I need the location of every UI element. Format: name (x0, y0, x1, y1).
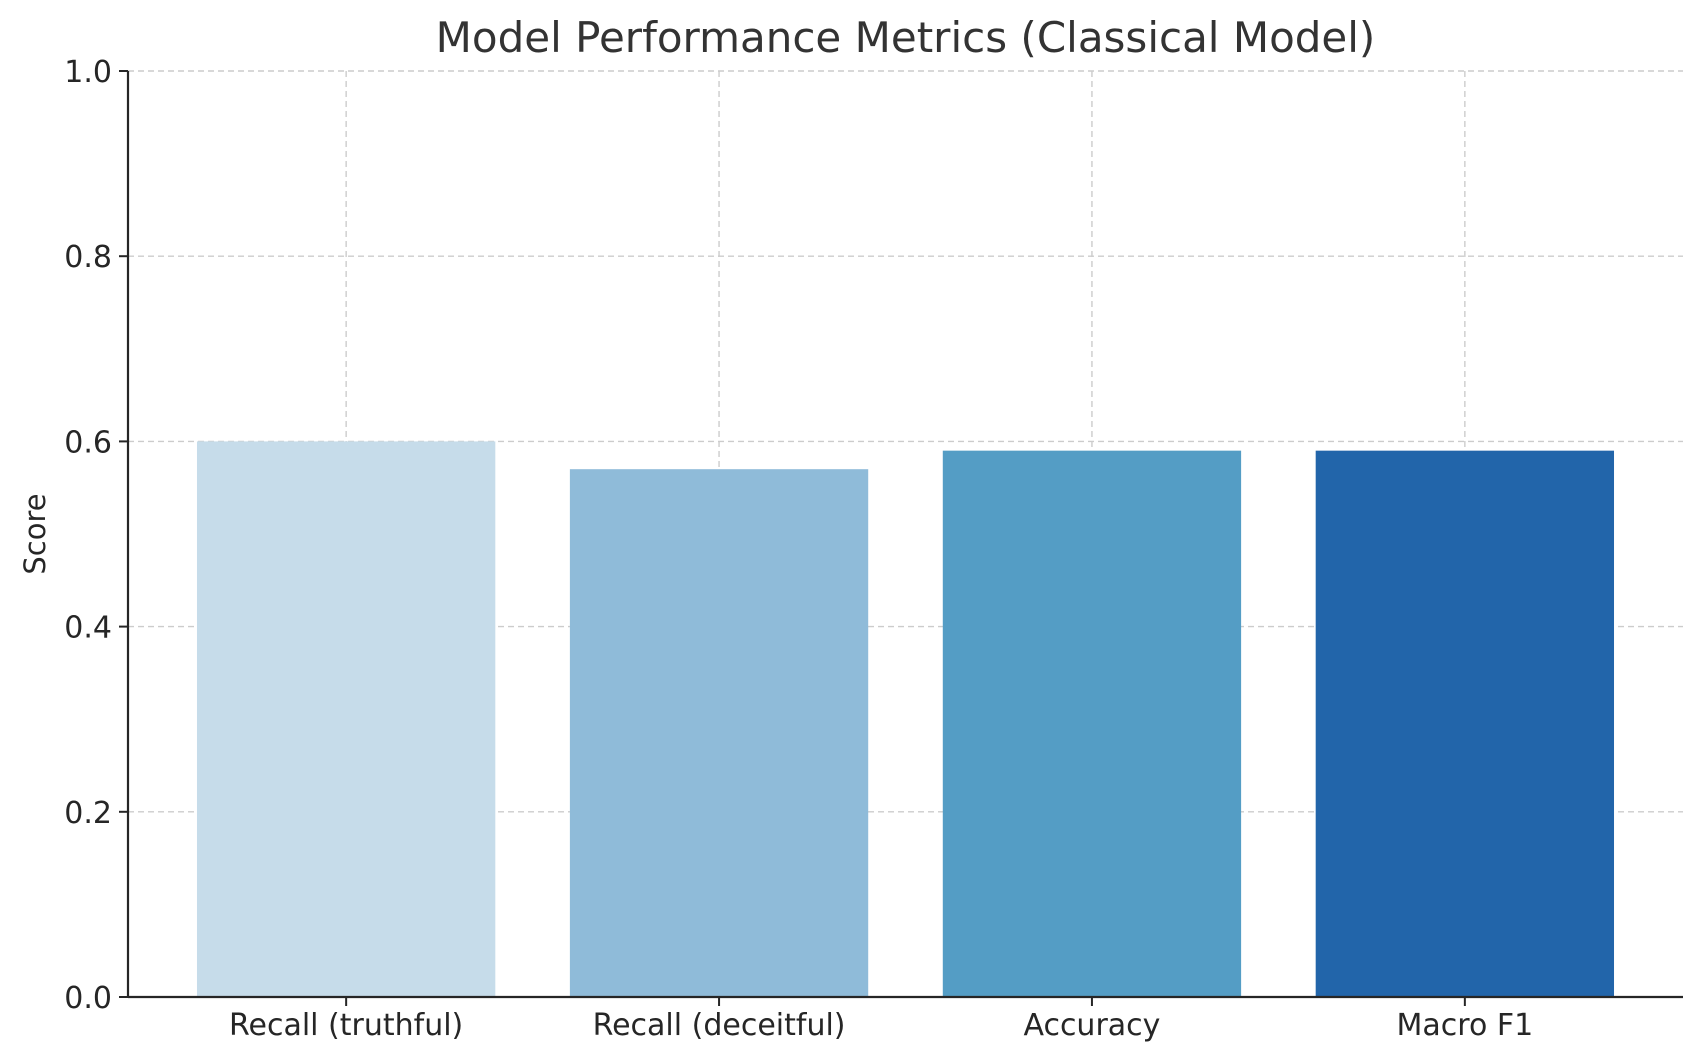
y-tick-label: 1.0 (64, 55, 112, 90)
y-tick-label: 0.0 (64, 981, 112, 1016)
chart-title: Model Performance Metrics (Classical Mod… (436, 13, 1376, 62)
bar (942, 450, 1242, 997)
y-tick-label: 0.2 (64, 796, 112, 831)
x-tick-label: Macro F1 (1397, 1008, 1534, 1043)
axes (126, 71, 1683, 999)
y-tick-label: 0.4 (64, 611, 112, 646)
y-tick-label: 0.8 (64, 240, 112, 275)
bar (1315, 450, 1615, 997)
bar (569, 469, 869, 997)
x-tick-label: Recall (deceitful) (593, 1008, 846, 1043)
y-axis-label: Score (18, 493, 52, 574)
bars (196, 441, 1615, 997)
bar (196, 441, 496, 997)
x-tick-label: Accuracy (1023, 1008, 1160, 1043)
y-ticks: 0.0 0.2 0.4 0.6 0.8 1.0 (64, 55, 128, 1016)
y-tick-label: 0.6 (64, 425, 112, 460)
x-tick-label: Recall (truthful) (229, 1008, 463, 1043)
x-ticks: Recall (truthful) Recall (deceitful) Accur… (229, 997, 1533, 1043)
